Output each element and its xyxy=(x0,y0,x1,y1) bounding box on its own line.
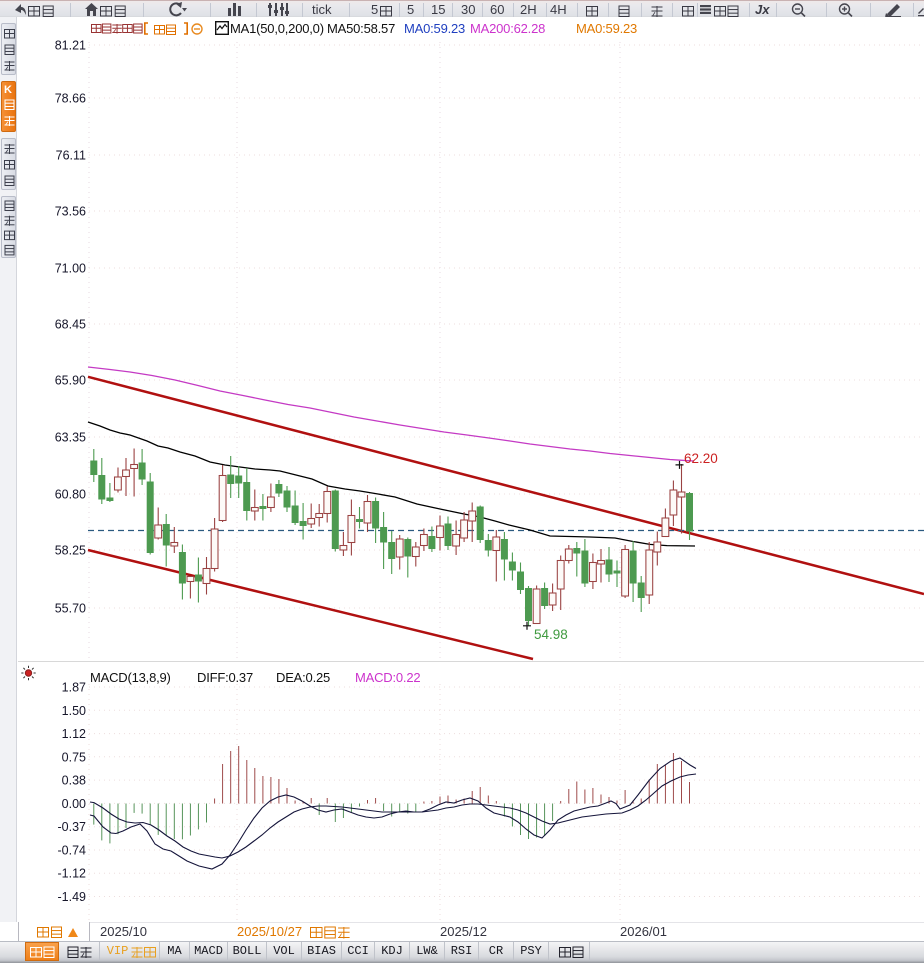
svg-text:-1.12: -1.12 xyxy=(58,867,87,881)
svg-text:-1.49: -1.49 xyxy=(58,890,87,904)
svg-text:58.25: 58.25 xyxy=(55,544,86,558)
svg-text:60.80: 60.80 xyxy=(55,488,86,502)
svg-text:65.90: 65.90 xyxy=(55,374,86,388)
svg-text:54.98: 54.98 xyxy=(534,627,568,642)
svg-text:0.75: 0.75 xyxy=(62,750,86,764)
svg-text:0.38: 0.38 xyxy=(62,774,86,788)
svg-text:63.35: 63.35 xyxy=(55,431,86,445)
svg-text:1.12: 1.12 xyxy=(62,727,86,741)
svg-text:78.66: 78.66 xyxy=(55,92,86,106)
svg-text:76.11: 76.11 xyxy=(56,149,86,163)
svg-text:71.00: 71.00 xyxy=(55,262,86,276)
svg-text:-0.37: -0.37 xyxy=(58,820,87,834)
svg-text:-0.74: -0.74 xyxy=(58,844,87,858)
svg-text:81.21: 81.21 xyxy=(55,39,86,53)
svg-text:55.70: 55.70 xyxy=(55,602,86,616)
svg-text:68.45: 68.45 xyxy=(55,318,86,332)
svg-text:73.56: 73.56 xyxy=(55,205,86,219)
svg-text:1.50: 1.50 xyxy=(62,704,86,718)
svg-text:1.87: 1.87 xyxy=(62,681,86,695)
svg-text:62.20: 62.20 xyxy=(684,451,718,466)
svg-text:0.00: 0.00 xyxy=(62,797,86,811)
